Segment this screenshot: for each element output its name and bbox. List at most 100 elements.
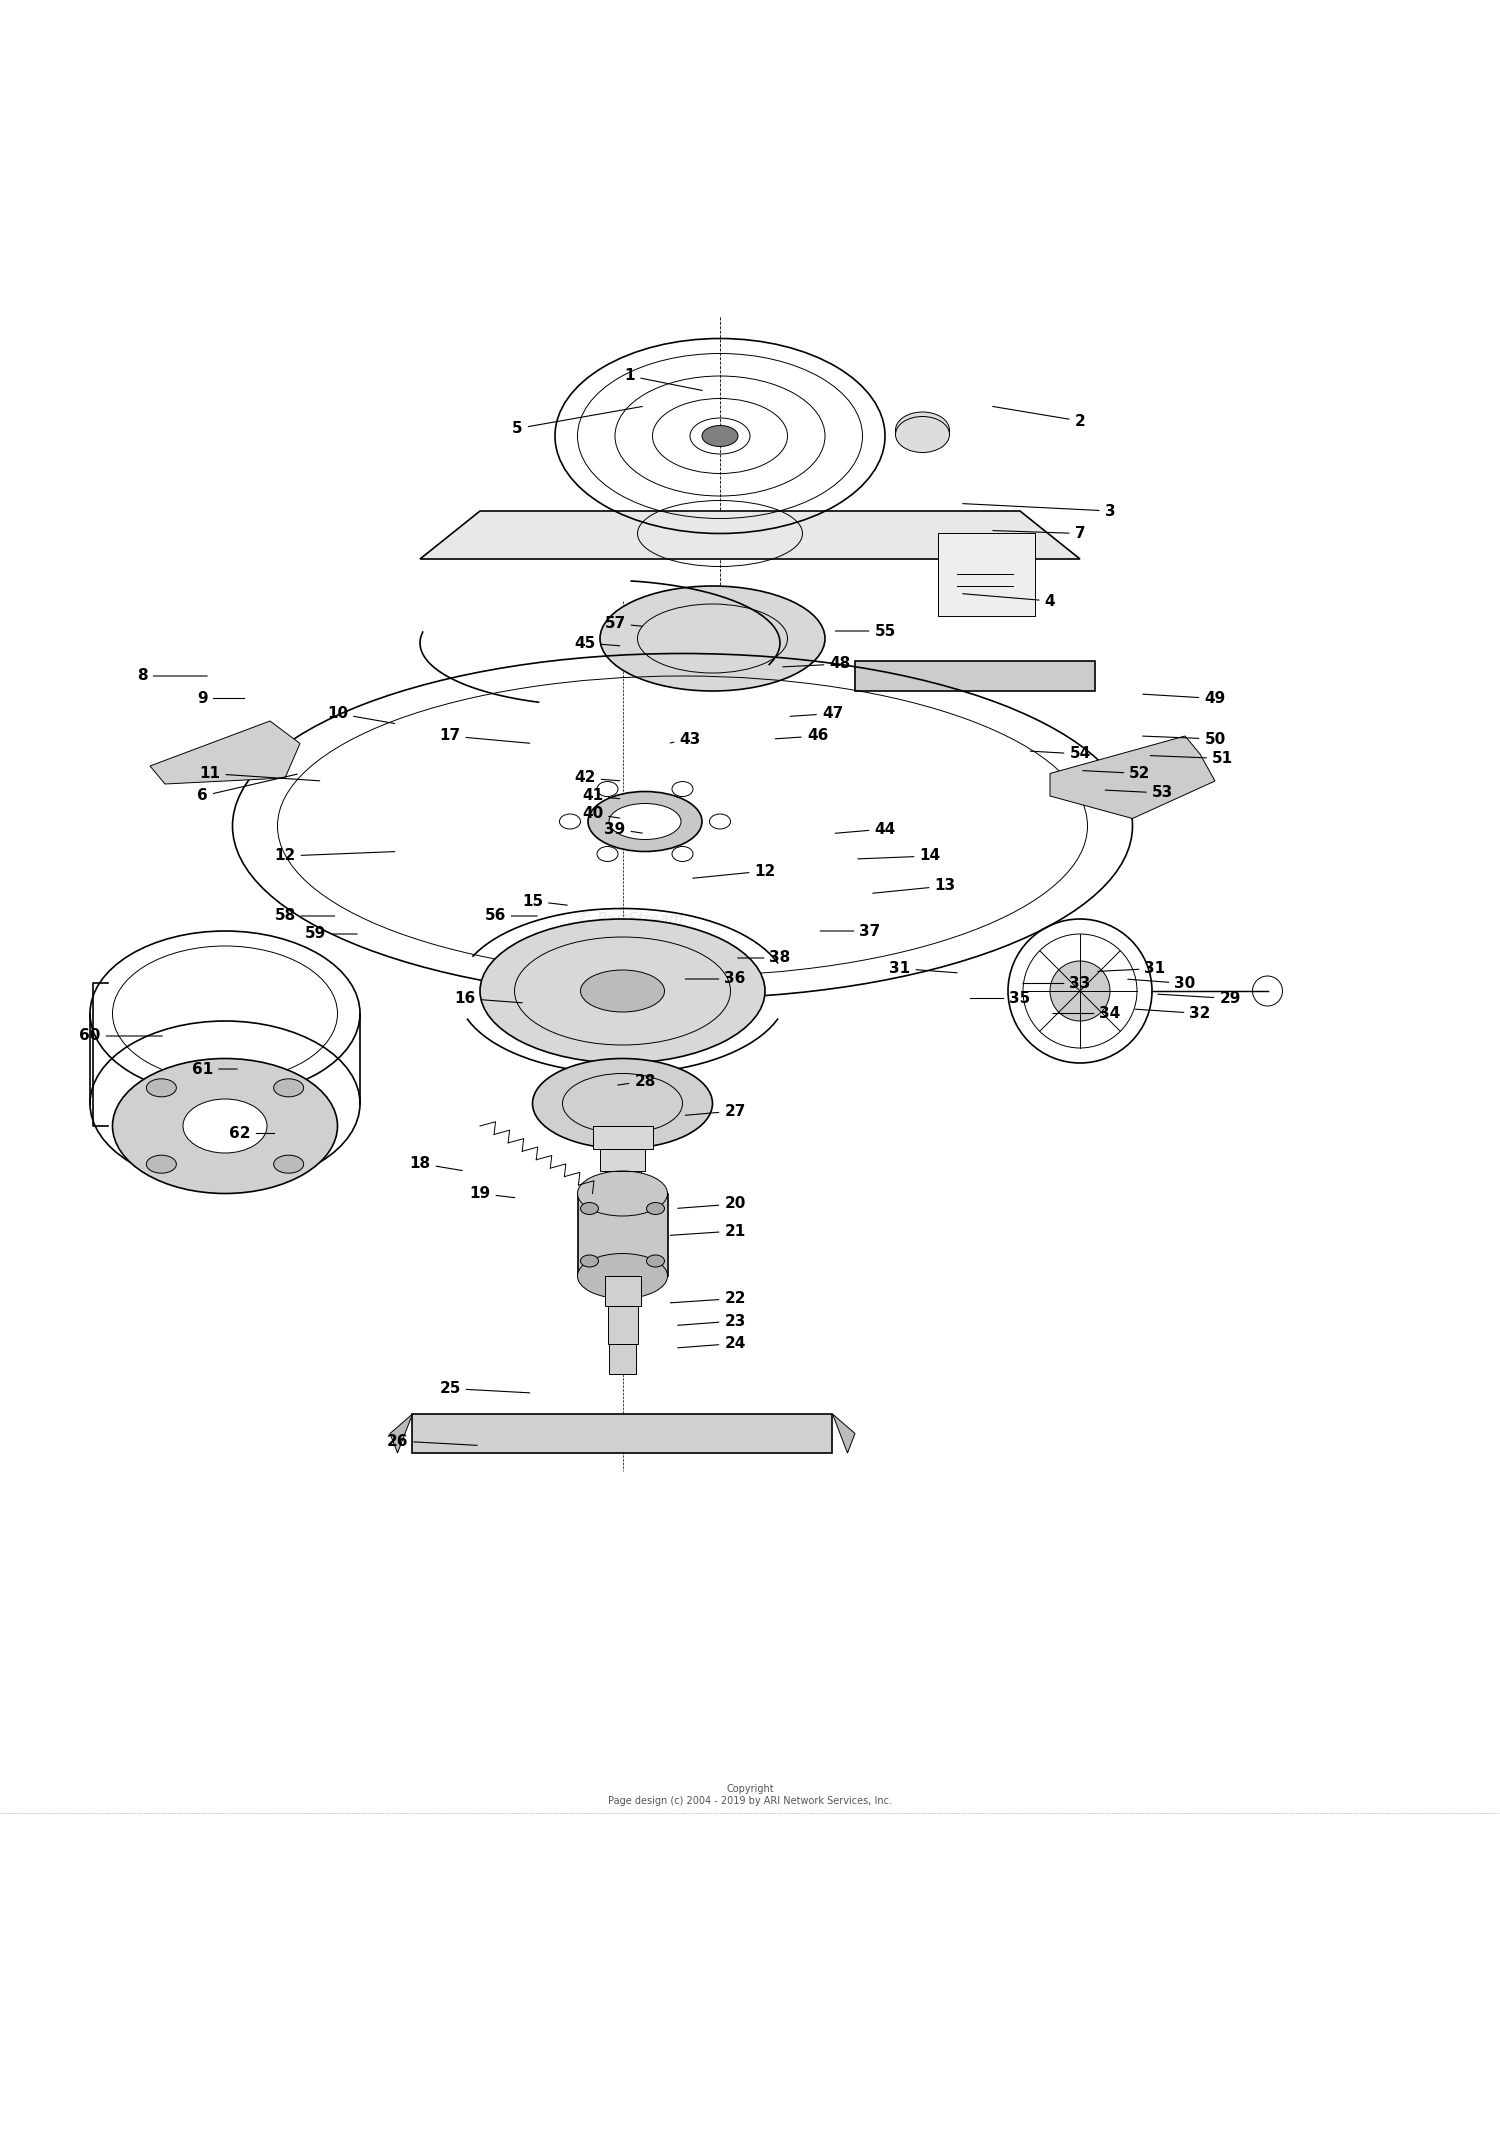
Text: 23: 23 xyxy=(678,1313,746,1328)
Text: 36: 36 xyxy=(686,972,746,987)
Text: 41: 41 xyxy=(582,789,620,804)
Bar xyxy=(604,1275,640,1307)
Ellipse shape xyxy=(578,1254,668,1298)
Ellipse shape xyxy=(580,970,664,1013)
Polygon shape xyxy=(833,1414,855,1454)
Text: 62: 62 xyxy=(230,1126,274,1141)
Ellipse shape xyxy=(896,411,950,448)
Text: 22: 22 xyxy=(670,1292,746,1307)
Text: 15: 15 xyxy=(522,893,567,908)
Bar xyxy=(609,1343,636,1373)
Text: 17: 17 xyxy=(440,729,530,744)
Bar xyxy=(592,1126,652,1149)
Polygon shape xyxy=(420,512,1080,559)
Text: 16: 16 xyxy=(454,991,522,1006)
Ellipse shape xyxy=(646,1202,664,1215)
Text: 12: 12 xyxy=(693,863,776,878)
Text: 39: 39 xyxy=(604,821,642,836)
Ellipse shape xyxy=(580,1256,598,1266)
Text: 27: 27 xyxy=(686,1104,746,1119)
Polygon shape xyxy=(855,661,1095,691)
Text: 48: 48 xyxy=(783,657,850,672)
Ellipse shape xyxy=(273,1156,303,1173)
Ellipse shape xyxy=(147,1079,177,1096)
Text: 42: 42 xyxy=(574,770,620,785)
Text: 3: 3 xyxy=(963,503,1116,518)
Ellipse shape xyxy=(609,804,681,840)
Text: 1: 1 xyxy=(624,369,702,390)
Text: 2: 2 xyxy=(993,407,1086,429)
Polygon shape xyxy=(390,1414,412,1454)
Text: 13: 13 xyxy=(873,878,956,893)
Text: 5: 5 xyxy=(512,407,642,437)
Bar xyxy=(938,533,1035,616)
Text: 11: 11 xyxy=(200,765,320,780)
Text: 45: 45 xyxy=(574,635,620,650)
Text: 47: 47 xyxy=(790,706,843,721)
Text: 6: 6 xyxy=(196,774,297,804)
Text: 57: 57 xyxy=(604,616,642,631)
Text: 9: 9 xyxy=(196,691,244,706)
Polygon shape xyxy=(1050,736,1215,819)
Ellipse shape xyxy=(112,1057,338,1194)
Ellipse shape xyxy=(896,416,950,452)
Text: 40: 40 xyxy=(582,806,620,821)
Text: 7: 7 xyxy=(993,527,1086,542)
Text: 20: 20 xyxy=(678,1196,746,1211)
Text: 44: 44 xyxy=(836,821,896,836)
Text: 53: 53 xyxy=(1106,785,1173,800)
Text: 55: 55 xyxy=(836,623,896,637)
Text: 59: 59 xyxy=(304,927,357,942)
Text: 34: 34 xyxy=(1053,1006,1120,1021)
Text: 43: 43 xyxy=(670,731,700,746)
Text: 61: 61 xyxy=(192,1062,237,1077)
Bar xyxy=(413,1414,833,1454)
Text: 33: 33 xyxy=(1023,976,1090,991)
Text: 28: 28 xyxy=(618,1075,656,1089)
Text: 10: 10 xyxy=(327,706,394,723)
Ellipse shape xyxy=(273,1079,303,1096)
Text: 54: 54 xyxy=(1030,746,1090,761)
Text: 31: 31 xyxy=(1098,962,1166,976)
Text: 8: 8 xyxy=(136,669,207,684)
Text: 29: 29 xyxy=(1158,991,1240,1006)
Polygon shape xyxy=(150,721,300,785)
Bar xyxy=(608,1307,638,1343)
Ellipse shape xyxy=(147,1156,177,1173)
Text: 24: 24 xyxy=(678,1337,746,1352)
Text: 58: 58 xyxy=(274,908,334,923)
Bar xyxy=(604,1170,640,1194)
Ellipse shape xyxy=(580,1202,598,1215)
Text: 25: 25 xyxy=(440,1382,530,1396)
Text: 21: 21 xyxy=(670,1224,746,1239)
Ellipse shape xyxy=(646,1256,664,1266)
Text: 35: 35 xyxy=(970,991,1030,1006)
Text: 60: 60 xyxy=(80,1028,162,1043)
Text: © PartStream: © PartStream xyxy=(576,912,682,927)
Ellipse shape xyxy=(600,586,825,691)
Text: 32: 32 xyxy=(1136,1006,1210,1021)
Text: 31: 31 xyxy=(890,962,957,976)
Bar xyxy=(578,1194,668,1275)
Text: 37: 37 xyxy=(821,923,880,938)
Text: 52: 52 xyxy=(1083,765,1150,780)
Text: 12: 12 xyxy=(274,849,394,863)
Text: 26: 26 xyxy=(387,1433,477,1448)
Text: 49: 49 xyxy=(1143,691,1226,706)
Text: 56: 56 xyxy=(484,908,537,923)
Text: 50: 50 xyxy=(1143,731,1226,746)
Text: 19: 19 xyxy=(470,1185,514,1200)
Text: 18: 18 xyxy=(410,1156,462,1170)
Ellipse shape xyxy=(702,426,738,446)
Text: Copyright: Copyright xyxy=(726,1784,774,1793)
Text: 46: 46 xyxy=(776,729,828,744)
Text: 30: 30 xyxy=(1128,976,1196,991)
Text: 51: 51 xyxy=(1150,750,1233,765)
Text: 38: 38 xyxy=(738,951,790,966)
Text: Page design (c) 2004 - 2019 by ARI Network Services, Inc.: Page design (c) 2004 - 2019 by ARI Netwo… xyxy=(608,1795,892,1806)
Ellipse shape xyxy=(183,1098,267,1153)
Ellipse shape xyxy=(578,1170,668,1215)
Ellipse shape xyxy=(1050,962,1110,1021)
Text: 14: 14 xyxy=(858,849,940,863)
Text: 4: 4 xyxy=(963,593,1056,608)
